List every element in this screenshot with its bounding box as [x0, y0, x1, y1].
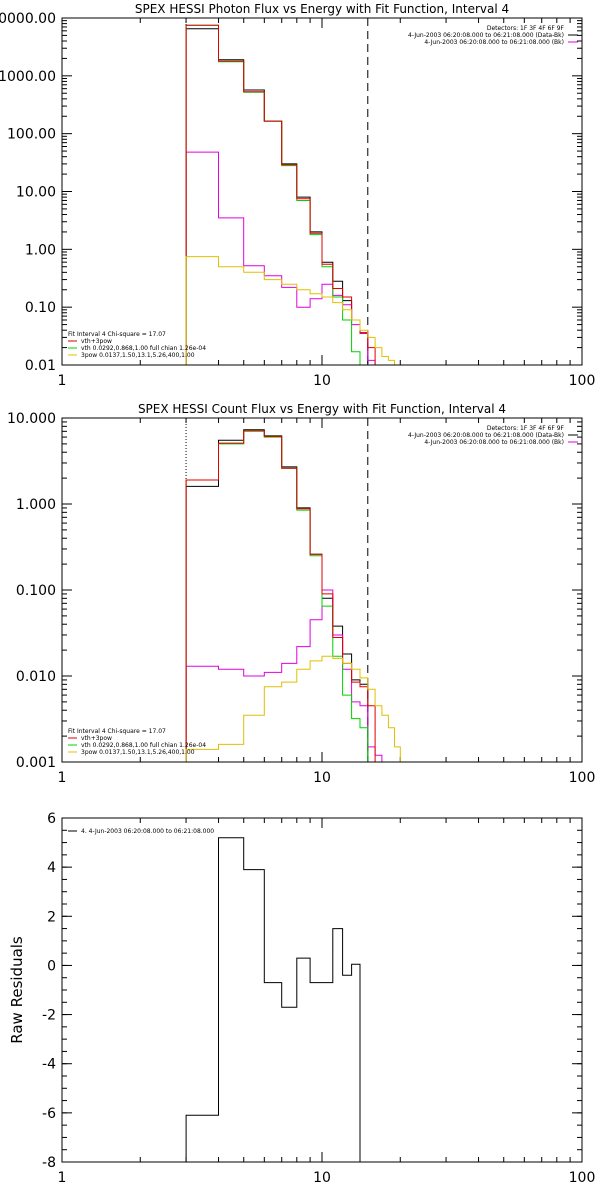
series-1-line [185, 837, 361, 1162]
legend-left-entry: vth 0.0292,0.868,1.00 full chian 1.26e-0… [81, 742, 206, 749]
series-3-line [185, 430, 369, 762]
x-tick-label: 10 [313, 1170, 331, 1186]
y-tick-label: -8 [42, 1155, 56, 1171]
legend-right-entry: 4-Jun-2003 06:20:08.000 to 06:21:08.000 … [424, 439, 564, 446]
legend-left-entry: 3pow 0.0137,1.50,13.1,5.26,400,1.00 [81, 749, 195, 756]
y-tick-label: -6 [42, 1106, 56, 1122]
legend-right-entry: 4-Jun-2003 06:20:08.000 to 06:21:08.000 … [408, 432, 564, 439]
x-tick-label: 1 [58, 1170, 67, 1186]
y-tick-label: 100.00 [7, 127, 56, 143]
x-tick-label: 10 [313, 770, 331, 786]
series-2-line [185, 151, 383, 365]
legend-left-entry: Fit Interval 4 Chi-square = 17.07 [68, 331, 166, 338]
x-tick-label: 1 [58, 770, 67, 786]
series-5-line [185, 655, 412, 762]
y-tick-label: -4 [42, 1057, 56, 1073]
y-tick-label: 6 [47, 811, 56, 827]
y-tick-label: 10000.00 [0, 11, 56, 27]
legend-left-entry: Fit Interval 4 Chi-square = 17.07 [68, 728, 166, 735]
y-tick-label: 10.000 [7, 411, 56, 427]
y-tick-label: 1.00 [25, 242, 56, 258]
panel-3: Raw Residuals 1 10 100 -8 -6 -4 -2 0 2 4 6 4. 4-Jun-… [8, 811, 596, 1186]
y-tick-label: 10.00 [16, 185, 56, 201]
series-4-line [185, 430, 376, 762]
legend-right-entry: 4-Jun-2003 06:20:08.000 to 06:21:08.000 … [424, 39, 564, 46]
x-tick-label: 10 [313, 373, 331, 389]
legend-right-entry: 4-Jun-2003 06:20:08.000 to 06:21:08.000 … [408, 32, 564, 39]
x-tick-label: 100 [569, 1170, 596, 1186]
y-tick-label: 0.01 [25, 358, 56, 374]
legend-left-entry: 3pow 0.0137,1.50,13.1,5.26,400,1.00 [81, 352, 195, 359]
x-tick-label: 100 [569, 770, 596, 786]
plot-area [185, 418, 412, 762]
y-tick-label: 1.000 [16, 497, 56, 513]
series-1-line [185, 28, 369, 365]
legend-left-entry: vth+3pow [81, 735, 112, 742]
y-tick-label: 0.100 [16, 583, 56, 599]
plot-area [185, 837, 361, 1162]
series-1-line [185, 429, 369, 762]
series-2-line [185, 589, 383, 762]
legend-left-entry: vth 0.0292,0.868,1.00 full chian 1.26e-0… [81, 345, 206, 352]
y-tick-label: 4 [47, 860, 56, 876]
legend-left-entry: 4. 4-Jun-2003 06:20:08.000 to 06:21:08.0… [81, 828, 214, 835]
y-tick-label: 0.10 [25, 300, 56, 316]
plot-frame [61, 417, 583, 763]
plot-frame [61, 17, 583, 366]
plot-frame [61, 817, 583, 1163]
panel-2: SPEX HESSI Count Flux vs Energy with Fit… [7, 402, 596, 786]
legend-left-entry: vth+3pow [81, 338, 112, 345]
y-tick-label: 1000.00 [0, 69, 56, 85]
y-tick-label: 2 [47, 909, 56, 925]
y-tick-label: 0 [47, 958, 56, 974]
chart-title: SPEX HESSI Photon Flux vs Energy with Fi… [135, 2, 509, 16]
y-axis-label: Raw Residuals [8, 936, 26, 1044]
series-5-line [185, 256, 401, 365]
chart-title: SPEX HESSI Count Flux vs Energy with Fit… [138, 402, 506, 416]
x-tick-label: 1 [58, 373, 67, 389]
y-tick-label: -2 [42, 1008, 56, 1024]
legend-right-entry: Detectors: 1F 3F 4F 6F 9F [487, 25, 565, 32]
y-tick-label: 0.001 [16, 755, 56, 771]
y-tick-label: 0.010 [16, 669, 56, 685]
plot-area [185, 18, 401, 365]
legend-right-entry: Detectors: 1F 3F 4F 6F 9F [487, 425, 565, 432]
x-tick-label: 100 [569, 373, 596, 389]
panel-1: SPEX HESSI Photon Flux vs Energy with Fi… [0, 2, 596, 389]
